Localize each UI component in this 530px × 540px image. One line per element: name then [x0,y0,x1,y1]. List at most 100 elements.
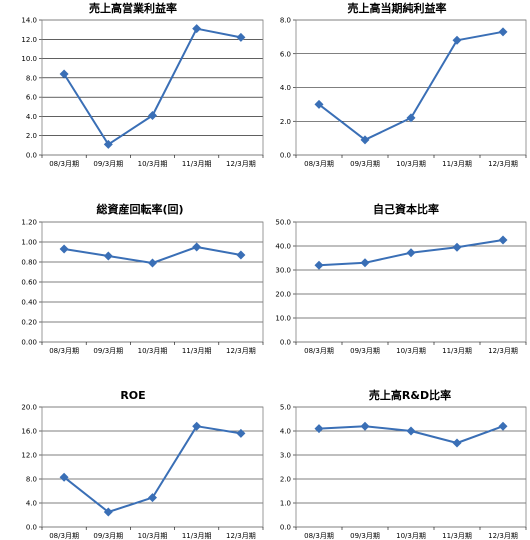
data-point [103,251,113,261]
plot-frame [41,221,264,343]
x-tick-label: 08/3月期 [304,347,334,355]
chart-title: ROE [120,389,145,402]
x-tick-label: 11/3月期 [182,160,212,168]
data-point [360,135,370,145]
y-tick-label: 40.0 [275,243,291,251]
y-tick-label: 20.0 [275,291,291,299]
data-point [406,426,416,436]
y-tick-label: 2.0 [26,132,37,140]
series-line [63,27,242,146]
data-point [452,242,462,252]
x-tick-label: 09/3月期 [350,160,380,168]
x-tick-label: 12/3月期 [226,532,256,540]
data-point [236,32,246,42]
y-tick-label: 0.60 [21,279,37,287]
y-tick-label: 30.0 [275,267,291,275]
x-tick-label: 11/3月期 [442,347,472,355]
data-point [236,428,246,438]
data-point [452,438,462,448]
data-point [498,27,508,37]
plot-frame [41,19,264,156]
y-tick-label: 16.0 [21,428,37,436]
x-tick-label: 12/3月期 [488,160,518,168]
chart-panel-5: ROE 0.0 4.0 8.0 12.0 16.0 20.0 08/3月期 09/3月期 10/3… [21,389,264,540]
y-tick-label: 0.80 [21,259,37,267]
chart-panel-1: 売上高営業利益率 0.0 2.0 4.0 6.0 8.0 10.0 12.0 14.0 08/3月… [21,1,264,168]
x-tick-label: 08/3月期 [49,347,79,355]
y-tick-label: 3.0 [280,452,291,460]
chart-panel-2: 売上高当期純利益率 0.0 2.0 4.0 6.0 8.0 08/3月期 09/3月期 10/3… [280,1,527,168]
x-tick-label: 08/3月期 [49,532,79,540]
x-tick-label: 08/3月期 [49,160,79,168]
series-line [318,30,504,141]
y-tick-label: 2.0 [280,118,291,126]
chart-title: 総資産回転率(回) [96,202,183,216]
x-tick-label: 11/3月期 [442,532,472,540]
x-tick-label: 12/3月期 [226,347,256,355]
y-tick-label: 50.0 [275,219,291,227]
data-point [148,493,157,503]
data-point [192,421,202,431]
y-tick-label: 0.00 [21,339,37,347]
y-tick-label: 4.0 [26,113,37,121]
x-tick-label: 10/3月期 [138,160,168,168]
y-tick-label: 0.0 [26,524,37,532]
y-tick-label: 4.0 [26,500,37,508]
y-tick-label: 0.0 [280,152,291,160]
data-point [314,260,324,270]
data-point [314,99,324,109]
x-tick-label: 09/3月期 [93,532,123,540]
x-tick-label: 12/3月期 [488,347,518,355]
y-tick-label: 1.00 [21,239,37,247]
chart-title: 売上高当期純利益率 [348,1,447,15]
y-tick-label: 8.0 [26,476,37,484]
x-tick-label: 11/3月期 [182,532,212,540]
data-point [59,472,69,482]
x-tick-label: 11/3月期 [442,160,472,168]
chart-panel-6: 売上高R&D比率 0.0 1.0 2.0 3.0 4.0 5.0 08/3月期 09/3月期 10… [280,388,527,540]
x-tick-label: 12/3月期 [226,160,256,168]
y-tick-label: 0.0 [280,524,291,532]
y-tick-label: 0.0 [280,339,291,347]
data-point [360,421,370,431]
plot-frame [295,19,527,156]
data-point [406,113,416,123]
y-tick-label: 0.40 [21,299,37,307]
data-point [314,424,324,434]
data-point [406,248,416,258]
chart-title: 自己資本比率 [373,202,439,216]
data-point [103,139,113,149]
x-tick-label: 09/3月期 [93,347,123,355]
y-tick-label: 10.0 [21,55,37,63]
data-point [59,69,69,79]
x-tick-label: 10/3月期 [138,347,168,355]
chart-panel-4: 自己資本比率 0.0 10.0 20.0 30.0 40.0 50.0 08/3月期 09/3月… [275,202,527,355]
y-tick-label: 6.0 [280,50,291,58]
plot-frame [295,406,527,528]
y-tick-label: 1.20 [21,219,37,227]
data-point [59,244,69,254]
x-tick-label: 10/3月期 [396,532,426,540]
x-tick-label: 09/3月期 [350,532,380,540]
y-tick-label: 20.0 [21,404,37,412]
data-point [498,235,508,245]
y-tick-label: 2.0 [280,476,291,484]
x-tick-label: 08/3月期 [304,160,334,168]
data-point [103,507,113,517]
y-tick-label: 4.0 [280,428,291,436]
data-point [148,258,157,268]
x-tick-label: 09/3月期 [93,160,123,168]
y-tick-label: 8.0 [26,74,37,82]
data-point [148,110,157,120]
x-tick-label: 10/3月期 [138,532,168,540]
data-point [192,242,202,252]
y-tick-label: 1.0 [280,500,291,508]
y-tick-label: 0.0 [26,152,37,160]
plot-frame [41,406,264,528]
data-point [452,35,462,45]
plot-frame [295,221,527,343]
y-tick-label: 12.0 [21,36,37,44]
y-tick-label: 14.0 [21,17,37,25]
y-tick-label: 0.20 [21,319,37,327]
